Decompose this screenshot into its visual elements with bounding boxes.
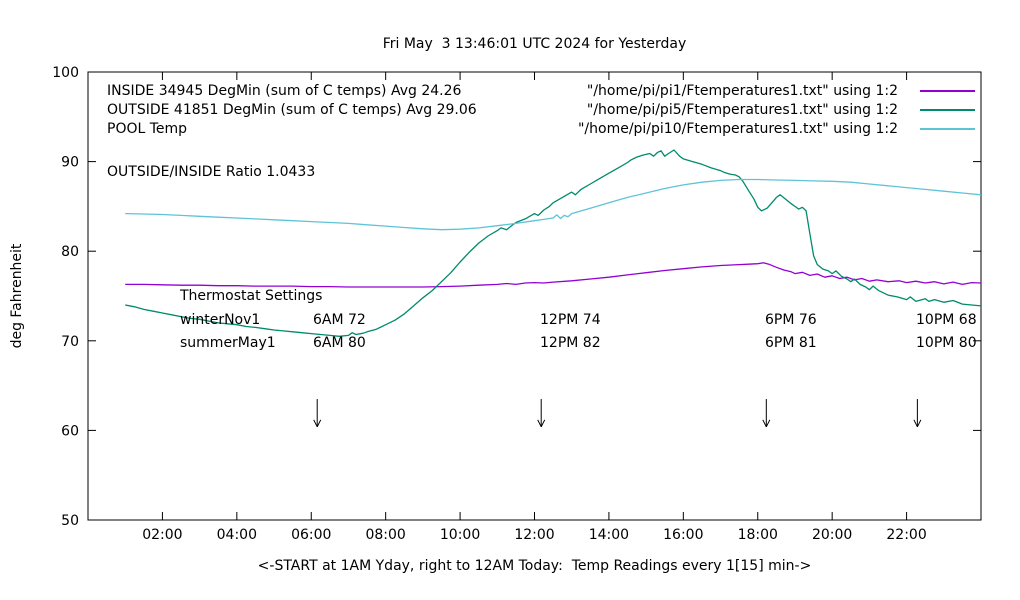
y-tick-label: 70 xyxy=(61,334,79,350)
marker-arrowhead xyxy=(540,419,546,428)
marker-arrowhead xyxy=(537,419,542,428)
x-tick-label: 06:00 xyxy=(291,527,331,543)
y-axis-label: deg Fahrenheit xyxy=(9,243,25,349)
thermostat-setpoint: 10PM 68 xyxy=(916,312,977,328)
legend-row: POOL Temp "/home/pi/pi10/Ftemperatures1.t… xyxy=(107,119,975,138)
thermostat-setpoint: 6AM 80 xyxy=(313,335,366,351)
legend-row: INSIDE 34945 DegMin (sum of C temps) Avg… xyxy=(107,81,975,100)
thermostat-row: winterNov1 6AM 72 12PM 74 6PM 76 10PM 68 xyxy=(180,312,990,330)
x-tick-label: 20:00 xyxy=(812,527,852,543)
legend-line-sample xyxy=(920,127,975,130)
x-tick-label: 08:00 xyxy=(365,527,405,543)
x-tick-label: 14:00 xyxy=(589,527,629,543)
thermostat-setpoint: 10PM 80 xyxy=(916,335,977,351)
legend-series-label: OUTSIDE 41851 DegMin (sum of C temps) Av… xyxy=(107,101,477,118)
series-line-inside xyxy=(125,262,982,288)
y-tick-label: 60 xyxy=(61,423,79,439)
y-tick-label: 50 xyxy=(61,513,79,529)
x-axis-label: <-START at 1AM Yday, right to 12AM Today… xyxy=(257,558,812,574)
marker-arrowhead xyxy=(765,419,771,428)
legend-file-path: "/home/pi/pi5/Ftemperatures1.txt" using … xyxy=(586,101,898,118)
thermostat-row: summerMay1 6AM 80 12PM 82 6PM 81 10PM 80 xyxy=(180,335,990,353)
legend: INSIDE 34945 DegMin (sum of C temps) Avg… xyxy=(107,81,975,138)
x-tick-label: 04:00 xyxy=(217,527,257,543)
thermostat-schedule-name: winterNov1 xyxy=(180,312,261,328)
x-tick-label: 10:00 xyxy=(440,527,480,543)
thermostat-setpoint: 6AM 72 xyxy=(313,312,366,328)
thermostat-setpoint: 6PM 81 xyxy=(765,335,817,351)
y-tick-label: 90 xyxy=(61,155,79,171)
thermostat-setpoint: 12PM 74 xyxy=(540,312,601,328)
x-tick-label: 18:00 xyxy=(738,527,778,543)
legend-file-path: "/home/pi/pi10/Ftemperatures1.txt" using… xyxy=(577,120,898,137)
y-tick-label: 100 xyxy=(52,65,79,81)
chart-title: Fri May 3 13:46:01 UTC 2024 for Yesterda… xyxy=(382,36,687,52)
legend-series-label: POOL Temp xyxy=(107,120,188,137)
thermostat-settings: Thermostat Settings winterNov1 6AM 72 12PM… xyxy=(180,288,990,363)
marker-arrowhead xyxy=(913,419,918,428)
series-line-outside xyxy=(125,149,982,337)
x-tick-label: 16:00 xyxy=(663,527,703,543)
legend-series-label: INSIDE 34945 DegMin (sum of C temps) Avg… xyxy=(107,82,462,99)
thermostat-heading: Thermostat Settings xyxy=(180,288,323,304)
series-line-pool xyxy=(125,178,982,231)
marker-arrowhead xyxy=(762,419,767,428)
thermostat-schedule-name: summerMay1 xyxy=(180,335,276,351)
legend-line-sample xyxy=(920,89,975,92)
legend-row: OUTSIDE 41851 DegMin (sum of C temps) Av… xyxy=(107,100,975,119)
thermostat-setpoint: 12PM 82 xyxy=(540,335,601,351)
thermostat-setpoint: 6PM 76 xyxy=(765,312,817,328)
marker-arrowhead xyxy=(313,419,318,428)
x-tick-label: 02:00 xyxy=(142,527,182,543)
legend-line-sample xyxy=(920,108,975,111)
x-tick-label: 12:00 xyxy=(514,527,554,543)
x-tick-label: 22:00 xyxy=(886,527,926,543)
marker-arrowhead xyxy=(916,419,922,428)
marker-arrowhead xyxy=(316,419,322,428)
y-tick-label: 80 xyxy=(61,244,79,260)
legend-file-path: "/home/pi/pi1/Ftemperatures1.txt" using … xyxy=(586,82,898,99)
ratio-label: OUTSIDE/INSIDE Ratio 1.0433 xyxy=(107,164,316,180)
